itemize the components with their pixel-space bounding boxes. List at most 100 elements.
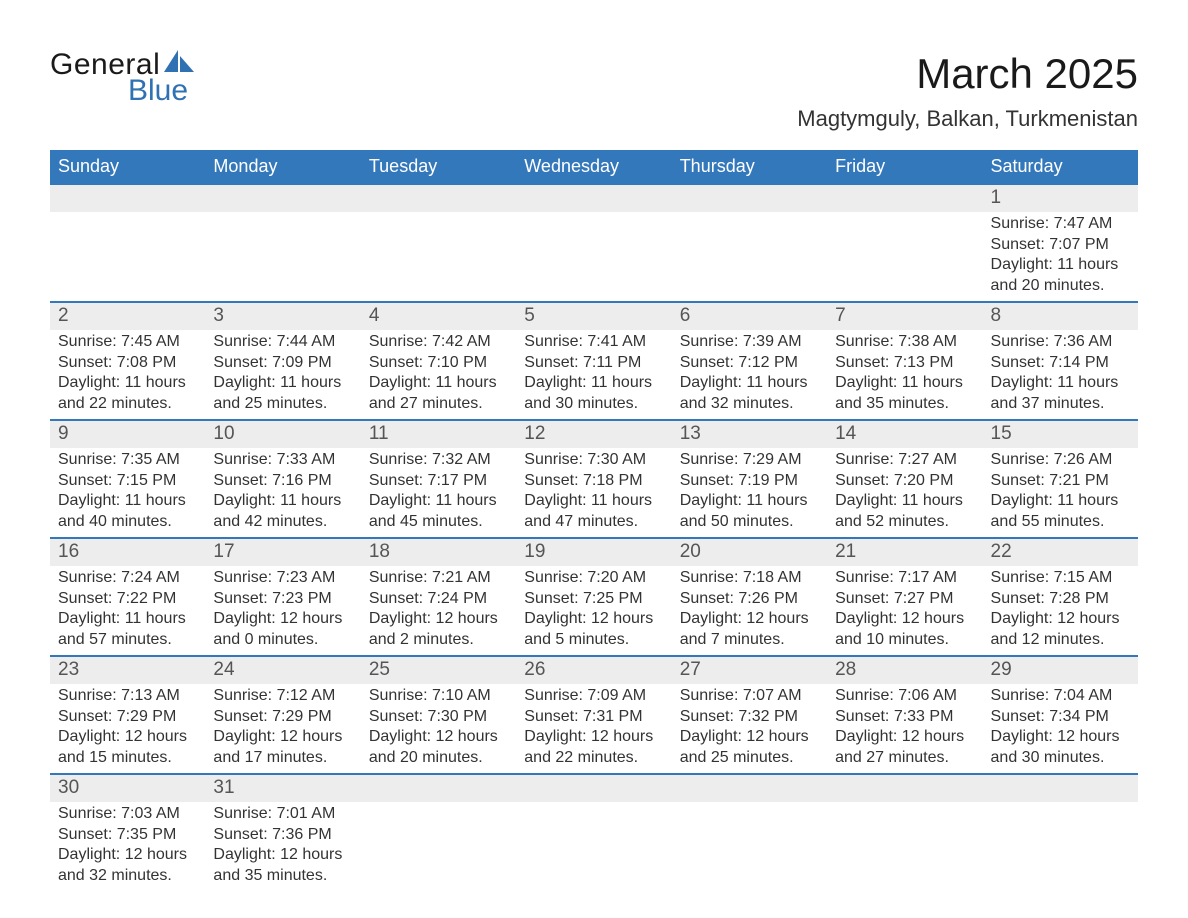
day-content-cell: Sunrise: 7:45 AMSunset: 7:08 PMDaylight:… [50, 330, 205, 420]
day-detail: Sunrise: 7:04 AMSunset: 7:34 PMDaylight:… [983, 684, 1138, 773]
day-number-cell: 22 [983, 538, 1138, 566]
day-number: 1 [983, 185, 1138, 212]
weekday-header: Thursday [672, 150, 827, 184]
day-content-cell [516, 212, 671, 302]
day-number-cell: 26 [516, 656, 671, 684]
day-content-cell: Sunrise: 7:13 AMSunset: 7:29 PMDaylight:… [50, 684, 205, 774]
day-number: 4 [361, 303, 516, 330]
calendar-week-daynum-row: 16171819202122 [50, 538, 1138, 566]
day-content-cell: Sunrise: 7:09 AMSunset: 7:31 PMDaylight:… [516, 684, 671, 774]
day-content-cell: Sunrise: 7:01 AMSunset: 7:36 PMDaylight:… [205, 802, 360, 891]
month-title: March 2025 [797, 50, 1138, 98]
day-number-cell [672, 184, 827, 212]
day-number-cell: 14 [827, 420, 982, 448]
day-number: 10 [205, 421, 360, 448]
calendar-week-daynum-row: 2345678 [50, 302, 1138, 330]
day-detail: Sunrise: 7:13 AMSunset: 7:29 PMDaylight:… [50, 684, 205, 773]
day-number: 12 [516, 421, 671, 448]
day-number-cell [827, 184, 982, 212]
day-number-cell: 19 [516, 538, 671, 566]
day-number-cell: 28 [827, 656, 982, 684]
day-detail: Sunrise: 7:10 AMSunset: 7:30 PMDaylight:… [361, 684, 516, 773]
calendar-header-row: SundayMondayTuesdayWednesdayThursdayFrid… [50, 150, 1138, 184]
day-number: 29 [983, 657, 1138, 684]
day-detail: Sunrise: 7:26 AMSunset: 7:21 PMDaylight:… [983, 448, 1138, 537]
day-content-cell [516, 802, 671, 891]
day-content-cell: Sunrise: 7:44 AMSunset: 7:09 PMDaylight:… [205, 330, 360, 420]
day-number: 21 [827, 539, 982, 566]
day-number-cell: 6 [672, 302, 827, 330]
day-number: 11 [361, 421, 516, 448]
day-detail: Sunrise: 7:17 AMSunset: 7:27 PMDaylight:… [827, 566, 982, 655]
calendar-week-content-row: Sunrise: 7:13 AMSunset: 7:29 PMDaylight:… [50, 684, 1138, 774]
day-content-cell [983, 802, 1138, 891]
day-content-cell: Sunrise: 7:32 AMSunset: 7:17 PMDaylight:… [361, 448, 516, 538]
calendar-week-content-row: Sunrise: 7:47 AMSunset: 7:07 PMDaylight:… [50, 212, 1138, 302]
calendar-week-daynum-row: 23242526272829 [50, 656, 1138, 684]
day-content-cell: Sunrise: 7:04 AMSunset: 7:34 PMDaylight:… [983, 684, 1138, 774]
day-number-cell [672, 774, 827, 802]
day-number-cell: 18 [361, 538, 516, 566]
day-detail: Sunrise: 7:03 AMSunset: 7:35 PMDaylight:… [50, 802, 205, 891]
day-number: 30 [50, 775, 205, 802]
day-detail: Sunrise: 7:07 AMSunset: 7:32 PMDaylight:… [672, 684, 827, 773]
day-content-cell [361, 802, 516, 891]
day-detail: Sunrise: 7:41 AMSunset: 7:11 PMDaylight:… [516, 330, 671, 419]
day-number: 28 [827, 657, 982, 684]
day-number-cell: 13 [672, 420, 827, 448]
day-content-cell: Sunrise: 7:30 AMSunset: 7:18 PMDaylight:… [516, 448, 671, 538]
day-number-cell: 16 [50, 538, 205, 566]
day-number-cell: 12 [516, 420, 671, 448]
calendar-week-content-row: Sunrise: 7:35 AMSunset: 7:15 PMDaylight:… [50, 448, 1138, 538]
day-detail: Sunrise: 7:36 AMSunset: 7:14 PMDaylight:… [983, 330, 1138, 419]
day-content-cell: Sunrise: 7:38 AMSunset: 7:13 PMDaylight:… [827, 330, 982, 420]
day-number-cell: 1 [983, 184, 1138, 212]
day-content-cell: Sunrise: 7:47 AMSunset: 7:07 PMDaylight:… [983, 212, 1138, 302]
weekday-header: Saturday [983, 150, 1138, 184]
weekday-header: Tuesday [361, 150, 516, 184]
day-number-cell [205, 184, 360, 212]
day-number: 2 [50, 303, 205, 330]
day-content-cell: Sunrise: 7:18 AMSunset: 7:26 PMDaylight:… [672, 566, 827, 656]
day-number-cell: 23 [50, 656, 205, 684]
calendar-table: SundayMondayTuesdayWednesdayThursdayFrid… [50, 150, 1138, 891]
day-content-cell [672, 802, 827, 891]
day-number-cell: 5 [516, 302, 671, 330]
day-number-cell: 20 [672, 538, 827, 566]
day-number: 14 [827, 421, 982, 448]
day-content-cell: Sunrise: 7:27 AMSunset: 7:20 PMDaylight:… [827, 448, 982, 538]
day-detail: Sunrise: 7:24 AMSunset: 7:22 PMDaylight:… [50, 566, 205, 655]
day-detail: Sunrise: 7:23 AMSunset: 7:23 PMDaylight:… [205, 566, 360, 655]
day-content-cell [205, 212, 360, 302]
day-number-cell: 11 [361, 420, 516, 448]
day-number: 31 [205, 775, 360, 802]
day-content-cell: Sunrise: 7:21 AMSunset: 7:24 PMDaylight:… [361, 566, 516, 656]
location-subtitle: Magtymguly, Balkan, Turkmenistan [797, 106, 1138, 132]
day-content-cell: Sunrise: 7:06 AMSunset: 7:33 PMDaylight:… [827, 684, 982, 774]
day-number-cell: 25 [361, 656, 516, 684]
brand-logo: General Blue [50, 50, 194, 106]
day-detail: Sunrise: 7:38 AMSunset: 7:13 PMDaylight:… [827, 330, 982, 419]
calendar-week-content-row: Sunrise: 7:24 AMSunset: 7:22 PMDaylight:… [50, 566, 1138, 656]
calendar-week-daynum-row: 1 [50, 184, 1138, 212]
day-detail: Sunrise: 7:15 AMSunset: 7:28 PMDaylight:… [983, 566, 1138, 655]
day-number-cell: 15 [983, 420, 1138, 448]
day-detail: Sunrise: 7:35 AMSunset: 7:15 PMDaylight:… [50, 448, 205, 537]
brand-word-2: Blue [128, 76, 194, 106]
day-content-cell: Sunrise: 7:41 AMSunset: 7:11 PMDaylight:… [516, 330, 671, 420]
day-number: 19 [516, 539, 671, 566]
day-content-cell: Sunrise: 7:15 AMSunset: 7:28 PMDaylight:… [983, 566, 1138, 656]
header: General Blue March 2025 Magtymguly, Balk… [50, 50, 1138, 132]
day-detail: Sunrise: 7:47 AMSunset: 7:07 PMDaylight:… [983, 212, 1138, 301]
day-number: 3 [205, 303, 360, 330]
day-number: 7 [827, 303, 982, 330]
day-detail: Sunrise: 7:39 AMSunset: 7:12 PMDaylight:… [672, 330, 827, 419]
day-number-cell: 30 [50, 774, 205, 802]
day-number-cell: 2 [50, 302, 205, 330]
weekday-header: Sunday [50, 150, 205, 184]
day-number-cell: 3 [205, 302, 360, 330]
day-content-cell: Sunrise: 7:20 AMSunset: 7:25 PMDaylight:… [516, 566, 671, 656]
day-content-cell: Sunrise: 7:03 AMSunset: 7:35 PMDaylight:… [50, 802, 205, 891]
day-content-cell [827, 212, 982, 302]
day-content-cell [827, 802, 982, 891]
